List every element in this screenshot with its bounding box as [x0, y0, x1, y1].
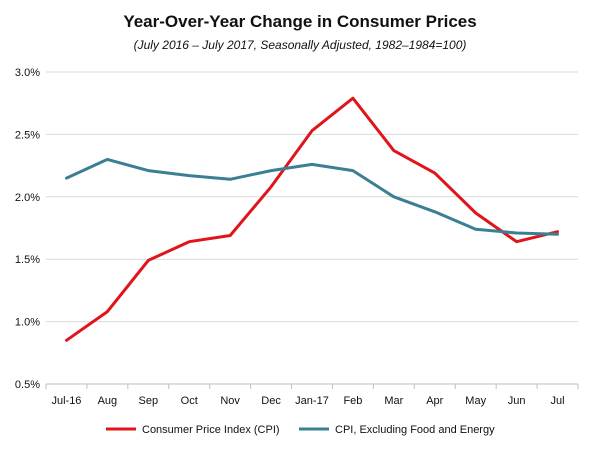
- x-tick-label: Aug: [98, 395, 118, 407]
- x-tick-label: Nov: [220, 395, 240, 407]
- x-tick-label: Jul-16: [51, 395, 81, 407]
- series-line-1: [65, 96, 559, 342]
- chart-title: Year-Over-Year Change in Consumer Prices: [123, 12, 477, 31]
- legend-label: CPI, Excluding Food and Energy: [335, 424, 495, 436]
- x-tick-label: Dec: [261, 395, 281, 407]
- series-lines: [65, 96, 559, 342]
- x-tick-label: Sep: [139, 395, 159, 407]
- y-tick-label: 1.0%: [15, 317, 40, 329]
- x-tick-label: Jun: [508, 395, 526, 407]
- legend: Consumer Price Index (CPI) CPI, Excluding…: [106, 424, 495, 436]
- axes: 0.5% 1.0% 1.5% 2.0% 2.5% 3.0% Jul-16 Aug Sep Oct N…: [15, 67, 579, 407]
- series-line-2: [65, 157, 559, 236]
- gridlines: [46, 71, 578, 323]
- y-tick-label: 1.5%: [15, 254, 40, 266]
- x-tick-label: May: [465, 395, 486, 407]
- x-tick-label: Feb: [343, 395, 362, 407]
- legend-label: Consumer Price Index (CPI): [142, 424, 280, 436]
- x-tick-label: Apr: [426, 395, 443, 407]
- y-tick-label: 2.5%: [15, 129, 40, 141]
- chart-subtitle: (July 2016 – July 2017, Seasonally Adjus…: [133, 38, 467, 52]
- y-tick-label: 0.5%: [15, 379, 40, 391]
- x-tick-label: Mar: [384, 395, 403, 407]
- x-tick-label: Oct: [181, 395, 198, 407]
- y-tick-label: 3.0%: [15, 67, 40, 79]
- x-tick-label: Jan-17: [295, 395, 329, 407]
- y-tick-label: 2.0%: [15, 192, 40, 204]
- x-tick-label: Jul: [551, 395, 565, 407]
